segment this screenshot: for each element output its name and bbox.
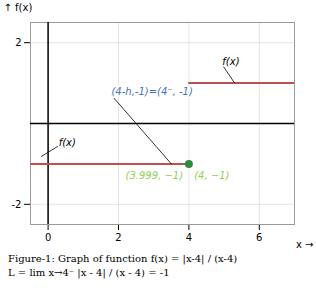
svg-text:-2: -2: [12, 199, 22, 210]
svg-text:(3.999, −1): (3.999, −1): [126, 170, 184, 181]
svg-text:2: 2: [115, 232, 121, 243]
html-text:Figure-1: Graph of function f(: Figure-1: Graph of function f(x) = |x-4|…: [8, 253, 238, 264]
svg-text:f(x): f(x): [59, 137, 76, 148]
svg-text:x →: x →: [296, 239, 313, 250]
svg-text:f(x): f(x): [222, 56, 239, 67]
svg-text:0: 0: [45, 232, 51, 243]
svg-text:(4-h,-1)=(4⁻, -1): (4-h,-1)=(4⁻, -1): [111, 86, 192, 97]
svg-text:6: 6: [256, 232, 262, 243]
html-text:L = lim x→4⁻ |x - 4| / (x - 4): L = lim x→4⁻ |x - 4| / (x - 4) = -1: [8, 267, 170, 278]
svg-text:(4, −1): (4, −1): [194, 170, 229, 181]
svg-text:2: 2: [15, 37, 21, 48]
svg-text:↑ f(x): ↑ f(x): [4, 2, 33, 13]
svg-text:4: 4: [186, 232, 192, 243]
